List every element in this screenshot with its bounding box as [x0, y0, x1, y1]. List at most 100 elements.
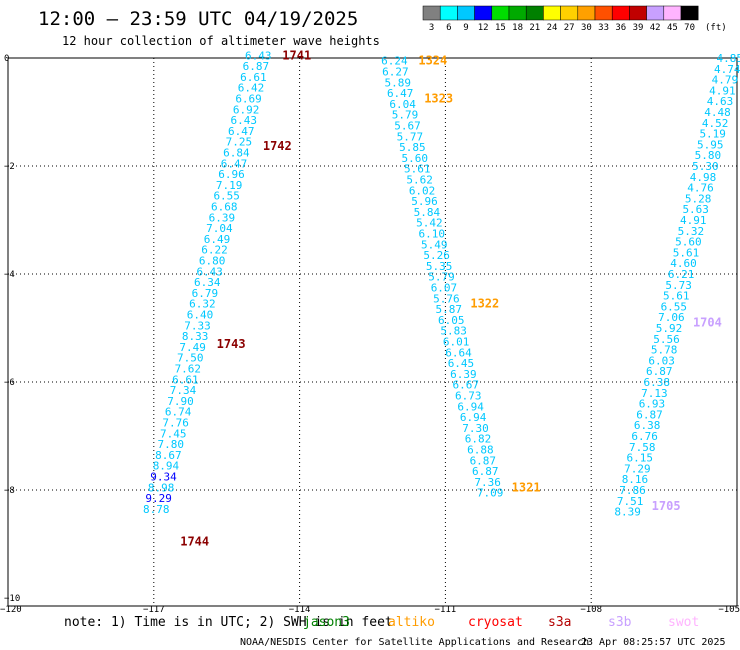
colorbar-label: 36: [615, 23, 626, 33]
colorbar-swatch: [646, 5, 665, 21]
wave-height-value: 7.58: [629, 441, 656, 454]
wave-height-value: 7.19: [216, 179, 243, 192]
colorbar-label: 12: [478, 23, 489, 33]
wave-height-value: 7.86: [619, 484, 646, 497]
colorbar-swatch: [508, 5, 527, 21]
track-s3a-1: 6.436.876.616.426.696.926.436.477.256.84…: [143, 48, 311, 548]
wave-height-value: 8.16: [622, 473, 649, 486]
colorbar-label: 30: [581, 23, 592, 33]
wave-height-value: 5.19: [699, 128, 726, 141]
pass-time-label: 1321: [512, 480, 541, 494]
colorbar-swatch: [422, 5, 441, 21]
wave-height-value: 5.67: [394, 120, 421, 133]
wave-height-value: 4.48: [704, 106, 731, 119]
wave-height-value: 5.92: [656, 322, 683, 335]
wave-height-value: 8.78: [143, 503, 170, 516]
wave-height-value: 5.84: [414, 206, 441, 219]
colorbar-swatch: [680, 5, 699, 21]
wave-height-value: 5.78: [651, 344, 678, 357]
pass-time-label: 1744: [180, 534, 209, 548]
wave-height-value: 6.55: [661, 300, 688, 313]
wave-height-value: 4.63: [707, 95, 734, 108]
colorbar-swatch: [525, 5, 544, 21]
colorbar-unit: (ft): [705, 23, 727, 33]
legend-jason3: jason3: [303, 615, 350, 630]
wave-height-value: 6.87: [470, 454, 497, 467]
colorbar-swatch: [439, 5, 458, 21]
wave-height-value: 6.96: [218, 168, 245, 181]
wave-height-value: 6.55: [213, 190, 240, 203]
wave-height-value: 7.04: [206, 222, 233, 235]
wave-height-value: 5.62: [406, 174, 433, 187]
wave-height-value: 5.79: [392, 109, 419, 122]
wave-height-value: 4.98: [690, 171, 717, 184]
legend-cryosat: cryosat: [468, 615, 523, 630]
wave-height-value: 6.61: [240, 71, 267, 84]
wave-height-value: 6.43: [245, 49, 272, 62]
wave-height-value: 4.74: [714, 63, 740, 76]
wave-height-value: 6.39: [450, 368, 477, 381]
track-altiko-1: 6.246.275.896.476.045.795.675.775.855.60…: [381, 54, 540, 500]
wave-height-value: 6.92: [233, 103, 260, 116]
y-tick-label: −6: [4, 378, 15, 388]
x-tick-label: −108: [580, 605, 602, 615]
wave-height-value: 6.87: [472, 465, 499, 478]
wave-height-value: 9.34: [150, 471, 177, 484]
wave-height-value: 6.79: [192, 287, 219, 300]
wave-height-value: 5.85: [399, 141, 426, 154]
wave-height-value: 6.80: [199, 255, 226, 268]
wave-height-value: 6.87: [636, 408, 663, 421]
colorbar-swatch: [594, 5, 613, 21]
legend-altiko: altiko: [388, 615, 435, 630]
wave-height-value: 7.25: [226, 136, 253, 149]
wave-height-value: 4.52: [702, 117, 729, 130]
pass-time-label: 1742: [263, 139, 292, 153]
wave-height-value: 6.47: [228, 125, 255, 138]
wave-height-value: 6.84: [223, 147, 250, 160]
wave-height-value: 8.39: [614, 506, 641, 519]
colorbar-swatch: [629, 5, 647, 21]
wave-height-value: 6.47: [221, 157, 248, 170]
wave-height-value: 7.06: [658, 311, 685, 324]
wave-height-value: 9.29: [145, 492, 172, 505]
page-title: 12:00 – 23:59 UTC 04/19/2025: [38, 8, 358, 30]
wave-height-value: 5.76: [433, 292, 460, 305]
wave-height-value: 5.56: [653, 333, 680, 346]
wave-height-value: 6.02: [409, 184, 436, 197]
colorbar-label: 15: [495, 23, 506, 33]
wave-height-value: 6.42: [238, 82, 265, 95]
wave-height-value: 6.32: [189, 298, 216, 311]
wave-height-value: 6.22: [201, 244, 228, 257]
satellite-legend: jason3 altiko cryosat s3a s3b swot: [303, 615, 699, 630]
colorbar-swatch: [457, 5, 475, 21]
wave-height-value: 6.04: [389, 98, 416, 111]
wave-height-value: 8.33: [182, 330, 209, 343]
wave-height-value: 7.76: [162, 417, 189, 430]
wave-height-value: 5.49: [421, 238, 448, 251]
wave-height-value: 6.40: [187, 309, 214, 322]
generated-timestamp: 23 Apr 08:25:57 UTC 2025: [581, 637, 726, 648]
wave-height-value: 7.90: [167, 395, 194, 408]
wave-height-value: 4.79: [712, 74, 739, 87]
wave-height-value: 5.83: [440, 325, 467, 338]
wave-height-value: 7.49: [179, 341, 206, 354]
wave-height-value: 6.43: [196, 265, 223, 278]
x-tick-label: −117: [143, 605, 165, 615]
colorbar-swatch: [577, 5, 596, 21]
wave-height-value: 6.21: [668, 268, 695, 281]
pass-time-label: 1324: [418, 54, 447, 68]
wave-height-value: 5.96: [411, 195, 438, 208]
wave-height-value: 6.93: [639, 398, 666, 411]
wave-height-value: 5.32: [678, 225, 705, 238]
wave-height-value: 7.45: [160, 427, 187, 440]
wave-height-value: 6.94: [460, 411, 487, 424]
wave-height-value: 6.87: [646, 365, 673, 378]
wave-height-value: 6.64: [445, 346, 472, 359]
colorbar-label: 6: [446, 23, 451, 33]
wave-height-value: 6.38: [644, 376, 671, 389]
wave-height-value: 8.67: [155, 449, 182, 462]
wave-height-value: 6.03: [648, 354, 675, 367]
wave-height-value: 6.94: [457, 400, 484, 413]
wave-height-value: 6.45: [448, 357, 475, 370]
wave-height-value: 4.91: [709, 84, 736, 97]
